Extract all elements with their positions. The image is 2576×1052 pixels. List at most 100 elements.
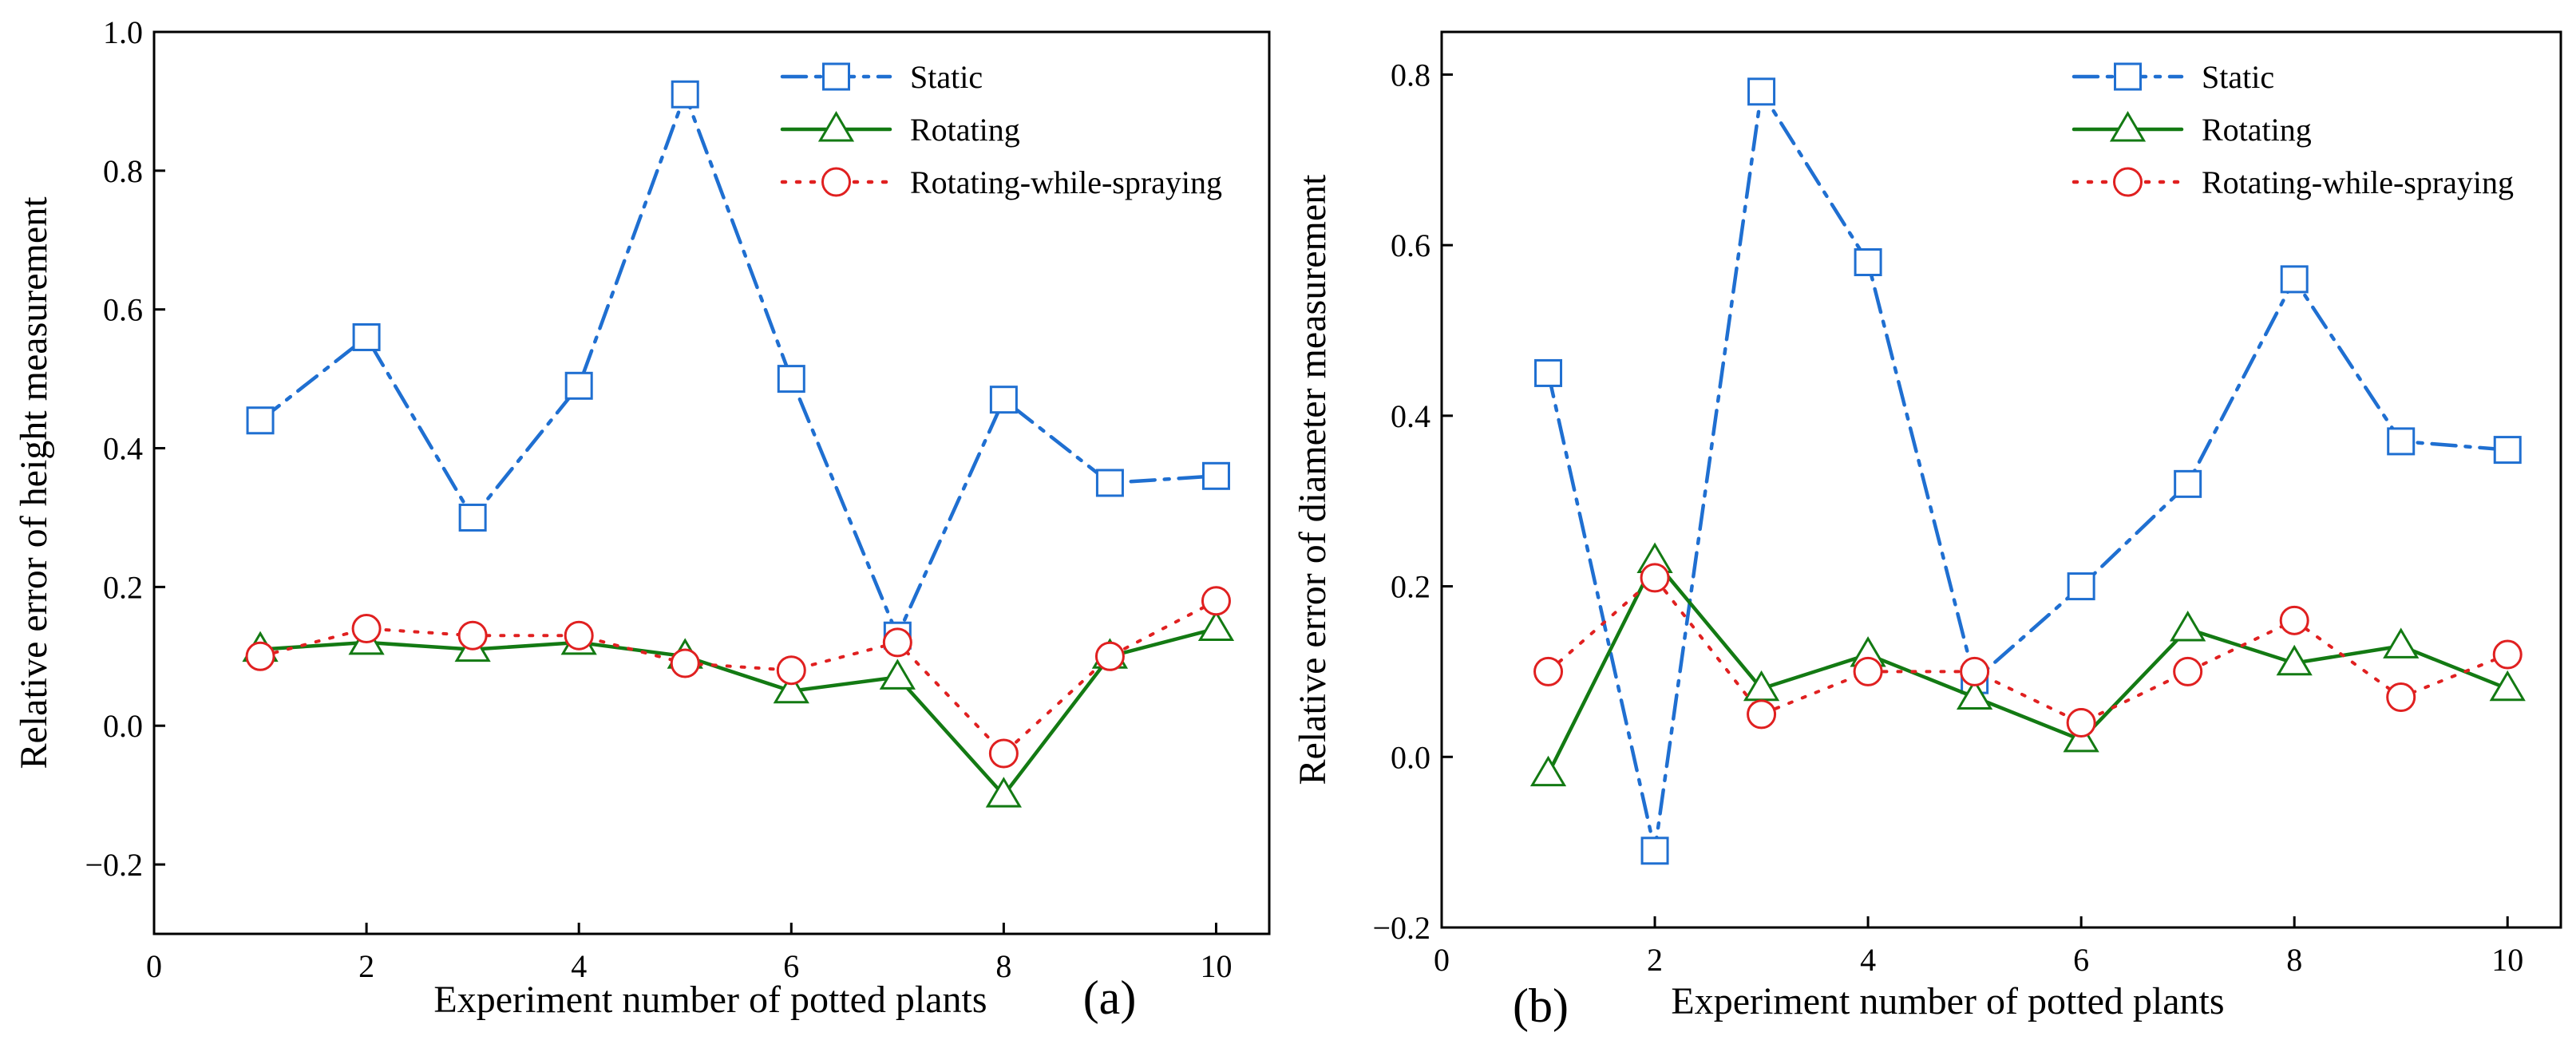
data-point	[1197, 610, 1235, 642]
x-tick-label: 6	[783, 948, 799, 984]
data-point	[2387, 427, 2416, 456]
legend-marker	[2113, 167, 2143, 197]
data-point	[2386, 682, 2416, 712]
data-point	[1640, 563, 1670, 593]
series-rotating-while-spraying	[245, 586, 1231, 769]
legend-label: Static	[2202, 59, 2274, 95]
y-tick-label: −0.2	[85, 847, 143, 883]
data-point	[2383, 627, 2420, 658]
data-point	[2173, 656, 2203, 686]
data-point	[1533, 656, 1564, 686]
data-point	[989, 386, 1018, 414]
data-point	[2276, 644, 2313, 676]
data-point	[777, 365, 805, 394]
data-point	[1529, 755, 1567, 787]
x-tick-label: 2	[358, 948, 374, 984]
data-point	[2066, 708, 2096, 738]
y-tick-label: 0.6	[103, 292, 143, 328]
chart-panel-b: 0 2 4 6 8 10 −0.2 0.0 0.2 0.4 0.6 0.8 Relative error…	[1292, 30, 2562, 1032]
chart-panel-a: 0 2 4 6 8 10 −0.2 0.0 0.2 0.4 0.6 0.8 1.0 Relative er…	[13, 14, 1271, 1024]
data-point	[1201, 586, 1231, 616]
data-point	[985, 777, 1023, 808]
series-line	[1546, 557, 2510, 776]
data-point	[2280, 265, 2309, 294]
series-line	[1546, 575, 2510, 725]
y-tick-label: −0.2	[1372, 910, 1430, 946]
legend-label: Rotating	[910, 112, 1020, 148]
legend-entry: Rotating-while-spraying	[780, 164, 1222, 200]
x-axis-title: Experiment number of potted plants	[1671, 980, 2224, 1022]
x-tick-label: 0	[146, 948, 162, 984]
x-tick-label: 8	[995, 948, 1011, 984]
data-point	[776, 655, 806, 686]
data-point	[564, 371, 593, 400]
data-point	[457, 620, 488, 651]
series-static	[1534, 77, 2522, 865]
panel-label: (a)	[1083, 971, 1137, 1024]
data-point	[1747, 77, 1776, 106]
legend-label: Rotating-while-spraying	[910, 164, 1222, 200]
data-point	[1201, 461, 1230, 490]
y-tick-label: 0.2	[103, 569, 143, 605]
data-point	[988, 738, 1019, 769]
data-point	[458, 503, 487, 532]
panel-label: (b)	[1513, 979, 1569, 1032]
data-point	[1854, 248, 1882, 277]
legend-marker	[822, 62, 850, 91]
data-point	[2492, 639, 2523, 670]
data-point	[2279, 605, 2309, 635]
legend-label: Static	[910, 59, 983, 95]
x-tick-label: 2	[1647, 942, 1663, 978]
x-tick-label: 4	[571, 948, 587, 984]
legend-marker	[2109, 111, 2147, 142]
legend-marker	[821, 167, 851, 197]
data-point	[1534, 358, 1563, 387]
data-point	[351, 614, 382, 644]
x-tick-label: 4	[1860, 942, 1876, 978]
legend-entry: Rotating	[780, 111, 1020, 148]
legend-marker	[2114, 62, 2142, 91]
y-tick-label: 0.0	[1391, 739, 1430, 775]
legend-label: Rotating	[2202, 112, 2312, 148]
y-axis-title: Relative error of diameter measurement	[1292, 174, 1334, 785]
data-point	[2493, 436, 2522, 465]
series-static	[246, 80, 1230, 650]
data-point	[352, 322, 381, 351]
legend-marker	[817, 111, 855, 142]
legend-entry: Static	[780, 59, 983, 95]
data-point	[1747, 699, 1777, 730]
series-rotating-while-spraying	[1533, 563, 2523, 738]
y-tick-label: 0.8	[103, 153, 143, 189]
x-tick-label: 0	[1434, 942, 1450, 978]
plot-frame	[152, 30, 1271, 935]
data-point	[1956, 678, 1993, 710]
data-point	[671, 80, 699, 109]
data-point	[1853, 656, 1883, 686]
data-point	[1640, 836, 1669, 865]
data-point	[564, 620, 594, 651]
data-point	[2174, 469, 2202, 498]
x-axis-title: Experiment number of potted plants	[433, 979, 987, 1021]
x-tick-label: 6	[2073, 942, 2089, 978]
y-tick-label: 0.4	[1391, 398, 1430, 434]
y-tick-label: 0.0	[103, 708, 143, 744]
data-point	[245, 641, 275, 671]
y-tick-label: 0.6	[1391, 227, 1430, 263]
legend-entry: Rotating-while-spraying	[2071, 164, 2514, 200]
legend-entry: Static	[2071, 59, 2274, 95]
y-tick-label: 1.0	[103, 14, 143, 50]
data-point	[1095, 469, 1124, 497]
y-tick-label: 0.8	[1391, 57, 1430, 93]
series-line	[1546, 86, 2510, 852]
x-tick-label: 8	[2286, 942, 2302, 978]
data-point	[773, 672, 809, 704]
x-tick-label: 10	[1200, 948, 1232, 984]
data-point	[882, 627, 912, 658]
series-line	[258, 89, 1218, 640]
series-line	[258, 627, 1218, 798]
y-axis-title: Relative error of height measurement	[13, 196, 55, 769]
series-rotating	[242, 610, 1235, 808]
y-tick-label: 0.2	[1391, 569, 1430, 605]
data-point	[2489, 670, 2526, 702]
